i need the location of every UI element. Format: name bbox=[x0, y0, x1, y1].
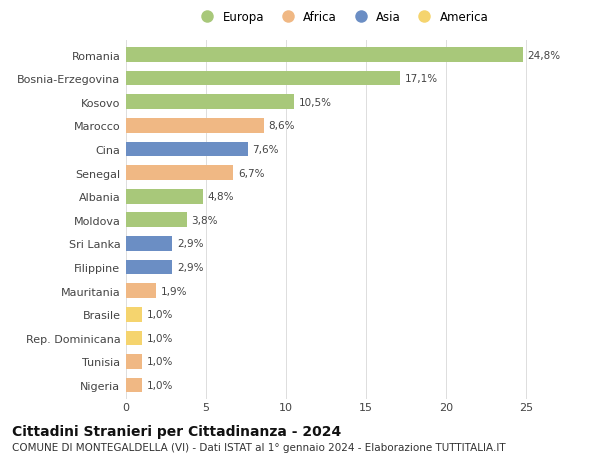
Bar bbox=[126, 354, 142, 369]
Text: 3,8%: 3,8% bbox=[191, 215, 218, 225]
Text: 1,0%: 1,0% bbox=[147, 333, 173, 343]
Text: 8,6%: 8,6% bbox=[268, 121, 295, 131]
Bar bbox=[126, 95, 294, 110]
Text: Cittadini Stranieri per Cittadinanza - 2024: Cittadini Stranieri per Cittadinanza - 2… bbox=[12, 425, 341, 438]
Text: COMUNE DI MONTEGALDELLA (VI) - Dati ISTAT al 1° gennaio 2024 - Elaborazione TUTT: COMUNE DI MONTEGALDELLA (VI) - Dati ISTA… bbox=[12, 442, 506, 452]
Text: 2,9%: 2,9% bbox=[177, 263, 204, 273]
Bar bbox=[126, 166, 233, 180]
Text: 10,5%: 10,5% bbox=[299, 98, 332, 107]
Text: 17,1%: 17,1% bbox=[404, 74, 437, 84]
Bar bbox=[126, 72, 400, 86]
Text: 2,9%: 2,9% bbox=[177, 239, 204, 249]
Bar bbox=[126, 213, 187, 228]
Bar bbox=[126, 119, 263, 134]
Bar bbox=[126, 236, 172, 251]
Bar bbox=[126, 331, 142, 345]
Legend: Europa, Africa, Asia, America: Europa, Africa, Asia, America bbox=[191, 6, 493, 28]
Bar bbox=[126, 284, 157, 298]
Bar bbox=[126, 260, 172, 275]
Text: 1,0%: 1,0% bbox=[147, 309, 173, 319]
Bar bbox=[126, 48, 523, 63]
Bar bbox=[126, 378, 142, 392]
Text: 7,6%: 7,6% bbox=[253, 145, 279, 155]
Text: 1,0%: 1,0% bbox=[147, 380, 173, 390]
Text: 1,9%: 1,9% bbox=[161, 286, 188, 296]
Bar bbox=[126, 190, 203, 204]
Text: 6,7%: 6,7% bbox=[238, 168, 265, 178]
Bar bbox=[126, 142, 248, 157]
Text: 1,0%: 1,0% bbox=[147, 357, 173, 367]
Bar bbox=[126, 307, 142, 322]
Text: 24,8%: 24,8% bbox=[527, 50, 561, 61]
Text: 4,8%: 4,8% bbox=[208, 192, 234, 202]
